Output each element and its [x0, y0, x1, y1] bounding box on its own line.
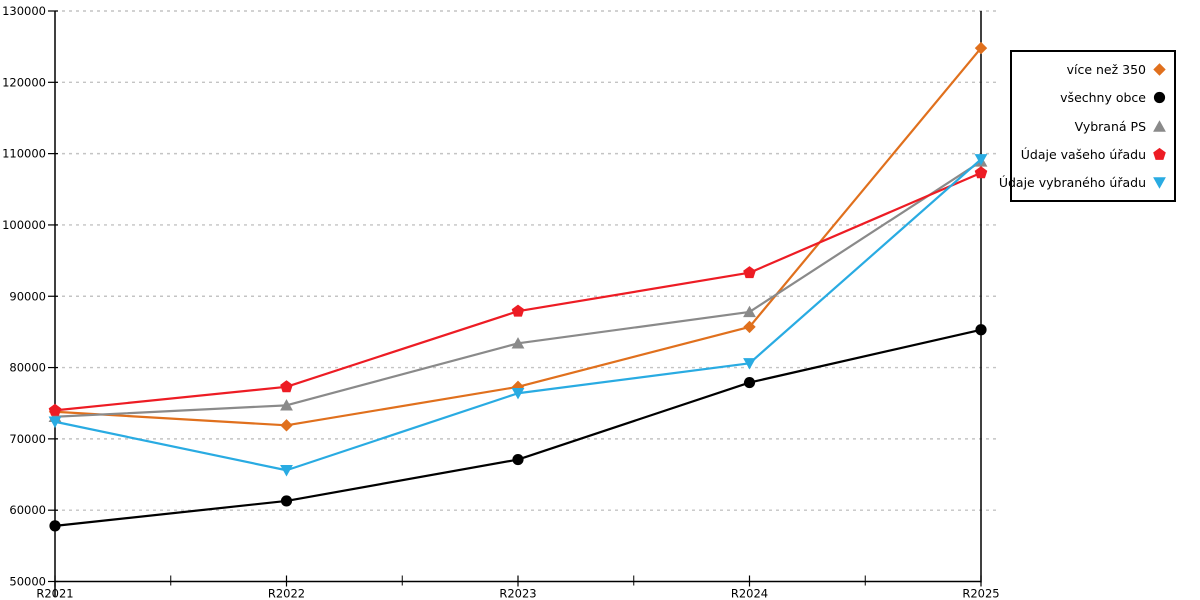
- data-point-marker: [974, 154, 988, 166]
- y-tick-label: 70000: [9, 432, 46, 446]
- legend-marker-shape: [1153, 147, 1166, 160]
- y-tick-label: 130000: [2, 4, 46, 18]
- data-point-marker: [511, 337, 525, 349]
- x-tick-label: R2022: [268, 587, 305, 600]
- data-point-marker: [974, 166, 988, 179]
- data-point-marker: [280, 380, 293, 393]
- data-point-marker: [511, 380, 525, 394]
- legend-marker-diamond-icon: [1153, 62, 1166, 76]
- data-point-marker: [48, 416, 62, 428]
- legend-marker-triangle-down-icon: [1153, 177, 1166, 190]
- data-point-marker: [974, 41, 988, 55]
- data-point-marker: [511, 304, 525, 317]
- data-point-marker: [743, 305, 756, 318]
- legend-label: více než 350: [1066, 61, 1146, 77]
- legend-label: Vybraná PS: [1074, 118, 1146, 134]
- x-tick-label: R2023: [499, 587, 536, 600]
- y-tick-label: 120000: [2, 75, 46, 89]
- data-point-marker: [743, 266, 756, 279]
- legend-item: všechny obce: [1060, 83, 1167, 111]
- data-point-marker: [511, 388, 525, 400]
- y-tick-label: 50000: [9, 575, 46, 589]
- legend-marker-triangle-up-icon: [1153, 119, 1166, 132]
- legend-label: Údaje vašeho úřadu: [1020, 146, 1146, 162]
- legend-marker-shape: [1153, 62, 1166, 76]
- legend-item: Vybraná PS: [1075, 112, 1167, 140]
- y-tick-label: 60000: [9, 503, 46, 517]
- legend-label: Údaje vybraného úřadu: [998, 175, 1146, 191]
- legend-item: Údaje vašeho úřadu: [1021, 140, 1167, 168]
- legend-marker-shape: [1153, 177, 1166, 190]
- data-point-marker: [280, 419, 293, 432]
- legend-marker-circle-icon: [1153, 91, 1166, 104]
- series-line: [53, 46, 983, 427]
- data-point-marker: [743, 320, 756, 334]
- data-point-marker: [975, 324, 987, 336]
- y-tick-label: 90000: [9, 289, 46, 303]
- data-point-marker: [49, 520, 61, 532]
- data-point-marker: [280, 495, 293, 507]
- y-tick-label: 80000: [9, 361, 46, 375]
- data-point-marker: [743, 358, 756, 370]
- data-point-marker: [743, 376, 756, 389]
- data-point-marker: [280, 465, 293, 477]
- data-point-marker: [48, 403, 62, 416]
- legend-marker-shape: [1153, 119, 1166, 132]
- legend-marker-shape: [1153, 91, 1166, 104]
- legend-item: Údaje vybraného úřadu: [999, 169, 1167, 197]
- legend-label: všechny obce: [1060, 90, 1146, 106]
- series-line: [53, 160, 983, 418]
- data-point-marker: [512, 453, 524, 466]
- chart-legend: více než 350 všechny obce Vybraná PS Údaje …: [999, 50, 1176, 202]
- legend-marker-pentagon-icon: [1153, 147, 1166, 160]
- x-tick-label: R2024: [731, 587, 768, 600]
- data-point-marker: [280, 399, 293, 411]
- y-tick-label: 110000: [2, 147, 46, 161]
- x-tick-label: R2021: [36, 587, 73, 600]
- x-tick-label: R2025: [962, 587, 999, 600]
- y-tick-label: 100000: [2, 218, 46, 232]
- series-line: [53, 328, 983, 527]
- legend-item: více než 350: [1067, 55, 1167, 83]
- series-line: [53, 171, 983, 412]
